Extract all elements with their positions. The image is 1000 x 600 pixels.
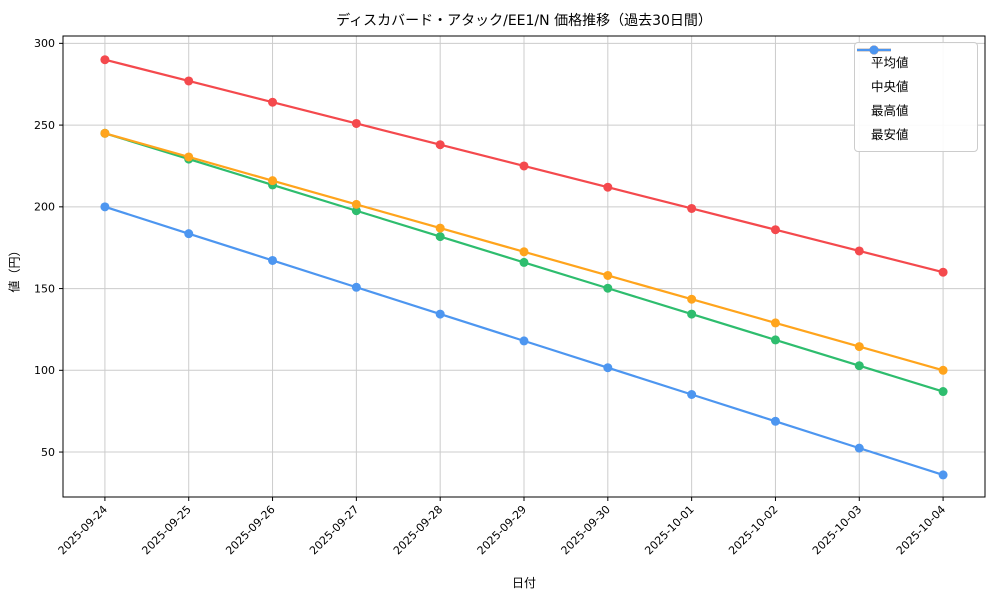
x-tick-label: 2025-10-04: [894, 503, 948, 557]
data-point-min: [519, 336, 529, 346]
data-point-min: [770, 416, 780, 426]
data-point-average: [938, 387, 948, 397]
y-tick-label: 50: [41, 446, 55, 459]
x-tick-label: 2025-09-26: [223, 503, 277, 557]
data-point-min: [268, 255, 278, 265]
data-point-max: [184, 76, 194, 86]
data-point-median: [268, 176, 278, 186]
y-axis-label: 値（円）: [7, 244, 22, 293]
data-point-median: [519, 247, 529, 257]
x-tick-label: 2025-09-25: [139, 503, 193, 557]
data-point-max: [268, 97, 278, 107]
data-point-max: [435, 140, 445, 150]
x-tick-label: 2025-09-28: [391, 503, 445, 557]
data-point-max: [770, 225, 780, 235]
x-tick-label: 2025-09-24: [56, 503, 110, 557]
data-point-median: [938, 365, 948, 375]
data-point-median: [854, 342, 864, 352]
data-point-average: [351, 206, 361, 216]
data-point-max: [938, 267, 948, 277]
legend-label-average: 平均値: [871, 54, 909, 70]
data-point-min: [603, 363, 613, 373]
data-point-median: [351, 199, 361, 209]
data-point-min: [351, 282, 361, 292]
y-tick-label: 300: [34, 37, 55, 50]
data-point-median: [603, 270, 613, 280]
data-point-average: [687, 309, 697, 319]
y-tick-label: 250: [34, 119, 55, 132]
x-tick-label: 2025-09-30: [559, 503, 613, 557]
data-point-min: [938, 470, 948, 480]
x-tick-label: 2025-09-27: [307, 503, 361, 557]
x-axis-label: 日付: [511, 576, 536, 590]
chart-title: ディスカバード・アタック/EE1/N 価格推移（過去30日間）: [336, 13, 712, 29]
legend: 平均値中央値最高値最安値: [854, 42, 978, 152]
data-point-average: [603, 283, 613, 293]
data-point-average: [770, 335, 780, 345]
x-tick-label: 2025-10-01: [642, 503, 696, 557]
data-point-min: [435, 309, 445, 319]
legend-entry-min: 最安値: [857, 45, 969, 145]
data-point-average: [519, 257, 529, 267]
data-point-median: [770, 318, 780, 328]
data-point-min: [100, 202, 110, 212]
legend-label-median: 中央値: [871, 78, 909, 94]
data-point-median: [184, 152, 194, 162]
data-point-median: [687, 294, 697, 304]
data-point-min: [687, 390, 697, 400]
legend-entry-median: 中央値: [857, 45, 969, 97]
data-point-min: [854, 443, 864, 453]
data-point-median: [435, 223, 445, 233]
data-point-max: [351, 118, 361, 128]
x-tick-label: 2025-09-29: [475, 503, 529, 557]
x-tick-label: 2025-10-02: [726, 503, 780, 557]
data-point-median: [100, 128, 110, 138]
legend-label-max: 最高値: [871, 102, 909, 118]
y-tick-label: 150: [34, 282, 55, 295]
data-point-min: [184, 229, 194, 239]
data-point-max: [519, 161, 529, 171]
data-point-max: [687, 203, 697, 213]
data-point-average: [854, 361, 864, 371]
y-tick-label: 200: [34, 201, 55, 214]
data-point-average: [435, 232, 445, 242]
x-tick-label: 2025-10-03: [810, 503, 864, 557]
data-point-max: [100, 55, 110, 65]
data-point-max: [854, 246, 864, 256]
legend-label-min: 最安値: [871, 126, 909, 142]
data-point-max: [603, 182, 613, 192]
y-tick-label: 100: [34, 364, 55, 377]
legend-marker-min-icon: [857, 45, 891, 55]
legend-entry-max: 最高値: [857, 45, 969, 121]
